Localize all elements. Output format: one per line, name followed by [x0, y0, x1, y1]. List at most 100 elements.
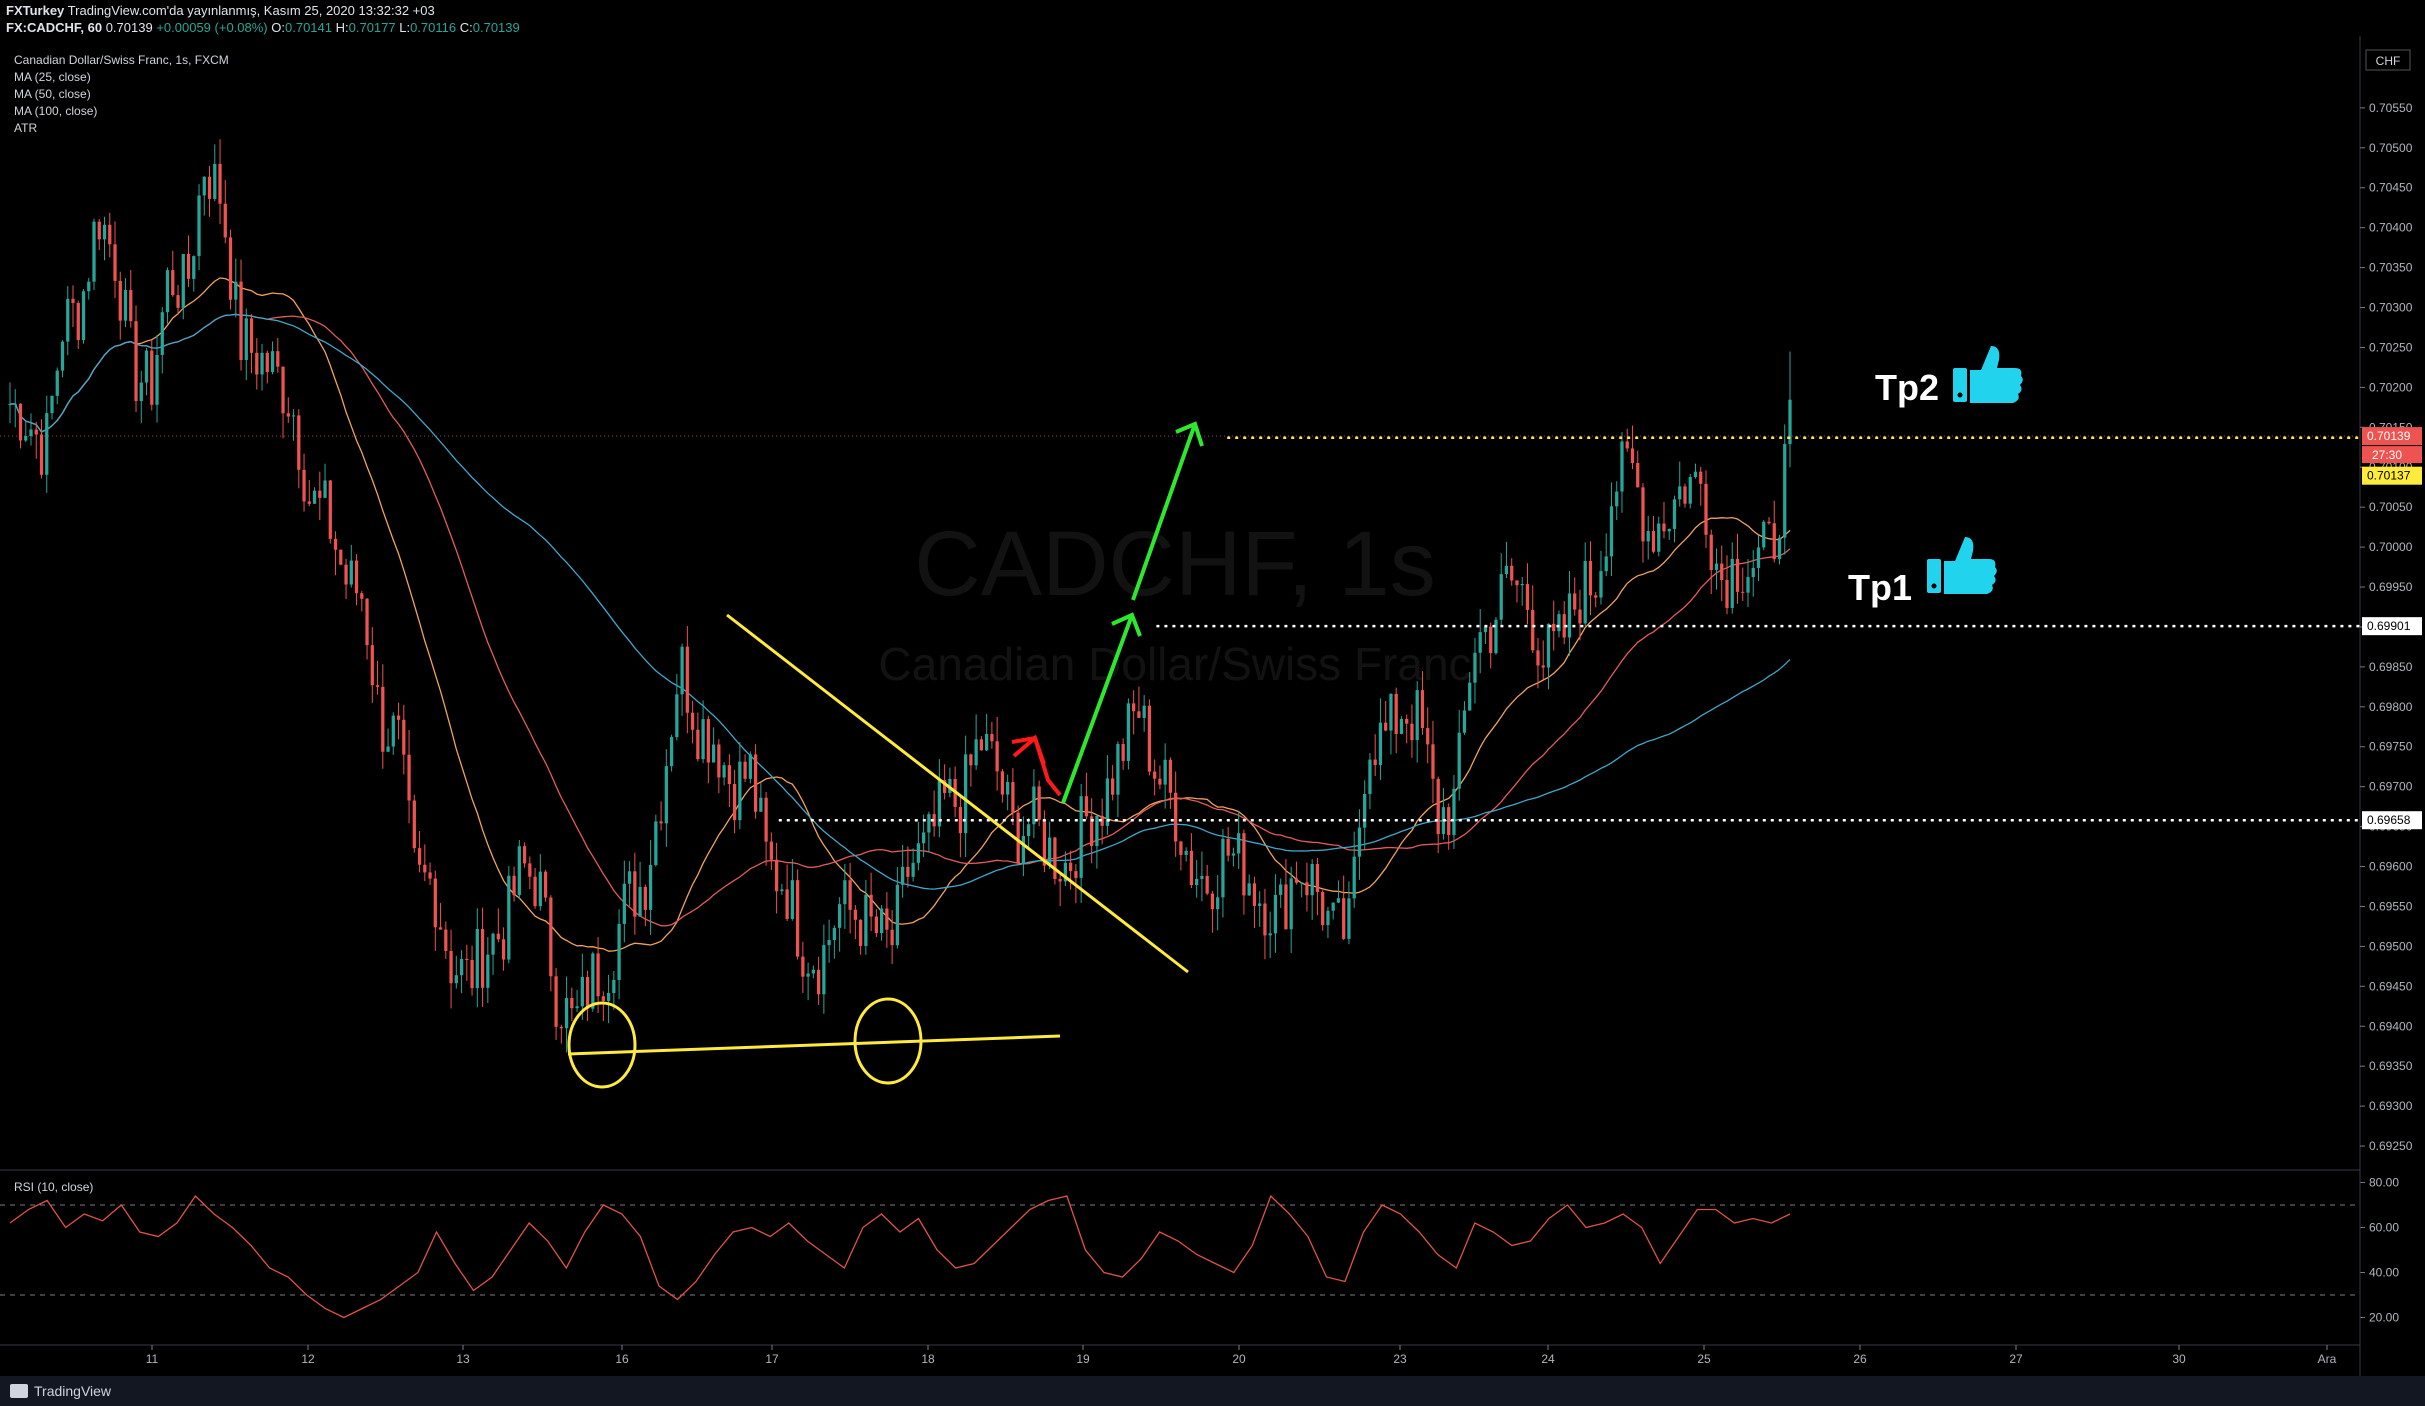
horizontal-levels[interactable]	[0, 435, 2360, 822]
candle-body[interactable]	[612, 980, 616, 993]
candle-body[interactable]	[1515, 580, 1519, 586]
candle-body[interactable]	[1746, 577, 1750, 593]
candle-body[interactable]	[858, 919, 863, 946]
candle-body[interactable]	[454, 975, 458, 984]
candle-body[interactable]	[701, 719, 705, 760]
candle-body[interactable]	[139, 382, 143, 402]
candle-body[interactable]	[1247, 883, 1251, 896]
candle-body[interactable]	[937, 780, 942, 827]
candle-body[interactable]	[186, 253, 191, 279]
candle-body[interactable]	[1195, 878, 1199, 886]
candle-body[interactable]	[8, 404, 12, 406]
candle-body[interactable]	[1237, 833, 1241, 854]
candle-body[interactable]	[1636, 462, 1640, 488]
candle-body[interactable]	[1473, 652, 1477, 683]
candle-body[interactable]	[1741, 591, 1745, 593]
candle-body[interactable]	[633, 871, 637, 917]
candle-body[interactable]	[307, 501, 311, 504]
candle-body[interactable]	[1672, 499, 1677, 529]
candle-body[interactable]	[39, 434, 44, 475]
price-chart[interactable]: CADCHF, 1s Canadian Dollar/Swiss Franc T…	[0, 0, 2425, 1376]
candle-body[interactable]	[517, 846, 521, 896]
candle-body[interactable]	[543, 871, 548, 898]
candle-body[interactable]	[1725, 579, 1729, 608]
candle-body[interactable]	[1153, 771, 1157, 779]
legend-ma50[interactable]: MA (50, close)	[14, 87, 91, 101]
candle-body[interactable]	[438, 927, 443, 930]
candle-body[interactable]	[848, 880, 852, 910]
candle-body[interactable]	[1573, 593, 1577, 610]
candle-body[interactable]	[1132, 703, 1136, 712]
candle-body[interactable]	[1678, 486, 1682, 500]
candle-body[interactable]	[496, 933, 500, 940]
candle-body[interactable]	[1331, 902, 1335, 911]
candle-body[interactable]	[234, 281, 238, 300]
candle-body[interactable]	[1709, 534, 1713, 571]
candle-body[interactable]	[339, 549, 343, 565]
candle-body[interactable]	[423, 864, 427, 873]
candle-body[interactable]	[118, 280, 122, 321]
candle-body[interactable]	[638, 886, 642, 917]
candle-body[interactable]	[491, 933, 495, 955]
candle-body[interactable]	[1074, 871, 1078, 878]
candle-body[interactable]	[123, 290, 128, 321]
candle-body[interactable]	[407, 754, 411, 801]
candle-body[interactable]	[1599, 571, 1603, 598]
candle-body[interactable]	[1357, 827, 1362, 857]
candle-body[interactable]	[1562, 614, 1566, 638]
candle-body[interactable]	[328, 480, 332, 539]
candle-body[interactable]	[1100, 815, 1104, 826]
candle-body[interactable]	[1489, 626, 1493, 654]
candle-body[interactable]	[87, 281, 91, 292]
candle-body[interactable]	[1300, 882, 1304, 884]
candle-body[interactable]	[255, 352, 259, 375]
tp2-label[interactable]: Tp2	[1875, 367, 1939, 408]
candle-body[interactable]	[276, 351, 280, 367]
candle-body[interactable]	[979, 739, 984, 751]
candle-body[interactable]	[1058, 879, 1062, 882]
candle-body[interactable]	[1536, 650, 1540, 666]
rsi-line[interactable]	[9, 1194, 1791, 1319]
candle-body[interactable]	[722, 765, 726, 778]
candle-body[interactable]	[1777, 537, 1782, 560]
candle-body[interactable]	[1184, 850, 1188, 855]
candle-body[interactable]	[386, 746, 390, 752]
candle-body[interactable]	[606, 992, 611, 1001]
candle-body[interactable]	[601, 996, 605, 1001]
candle-body[interactable]	[664, 766, 668, 824]
candle-body[interactable]	[843, 880, 847, 905]
candle-body[interactable]	[732, 784, 737, 821]
candle-body[interactable]	[1179, 841, 1183, 855]
target-labels[interactable]: Tp2 Tp1	[1848, 346, 2023, 608]
candle-body[interactable]	[964, 754, 968, 834]
rsi-panel[interactable]: 80.00 60.00 40.00 20.00	[0, 1169, 2399, 1325]
candle-body[interactable]	[270, 351, 275, 373]
candle-body[interactable]	[1042, 819, 1047, 866]
candle-body[interactable]	[181, 253, 185, 308]
candle-body[interactable]	[24, 436, 28, 441]
candle-body[interactable]	[759, 797, 763, 812]
candle-body[interactable]	[1027, 824, 1031, 836]
candle-body[interactable]	[1378, 722, 1383, 766]
candle-body[interactable]	[1594, 595, 1598, 598]
indicator-legend[interactable]: Canadian Dollar/Swiss Franc, 1s, FXCM MA…	[14, 52, 229, 137]
candle-body[interactable]	[738, 761, 742, 821]
candle-body[interactable]	[281, 366, 285, 414]
candle-body[interactable]	[375, 685, 380, 687]
candle-body[interactable]	[827, 939, 831, 946]
candle-body[interactable]	[1399, 718, 1404, 734]
candle-body[interactable]	[1615, 491, 1619, 507]
candle-body[interactable]	[1032, 786, 1036, 825]
candle-body[interactable]	[265, 352, 269, 373]
descending-trendline[interactable]	[726, 613, 1189, 974]
candle-body[interactable]	[538, 871, 542, 907]
candle-body[interactable]	[1420, 690, 1425, 729]
tp1-label[interactable]: Tp1	[1848, 567, 1912, 608]
candle-body[interactable]	[249, 318, 254, 353]
candle-body[interactable]	[1347, 898, 1351, 939]
legend-ma100[interactable]: MA (100, close)	[14, 104, 98, 118]
candle-body[interactable]	[102, 224, 107, 240]
candle-body[interactable]	[1646, 530, 1650, 542]
candle-body[interactable]	[675, 694, 679, 738]
candle-body[interactable]	[412, 800, 416, 849]
